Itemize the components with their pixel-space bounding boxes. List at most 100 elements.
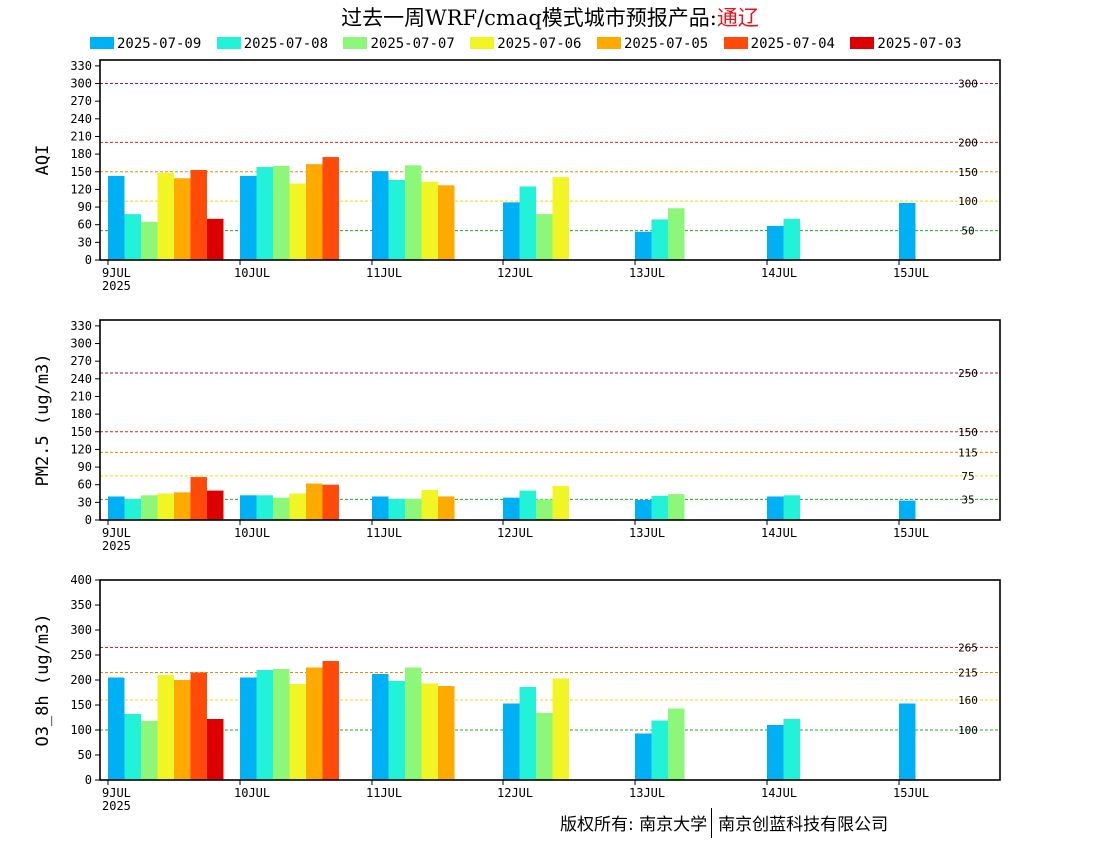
x-year-label: 2025 xyxy=(102,799,131,813)
y-tick-label: 330 xyxy=(70,319,92,333)
threshold-label: 150 xyxy=(958,166,978,179)
x-year-label: 2025 xyxy=(102,539,131,553)
bar xyxy=(322,661,339,780)
legend-item: 2025-07-08 xyxy=(216,36,328,52)
y-axis-label: AQI xyxy=(33,145,53,176)
threshold-label: 50 xyxy=(961,225,974,238)
title-city: 通辽 xyxy=(716,6,759,30)
bar xyxy=(306,667,323,780)
x-tick-label: 10JUL xyxy=(234,786,270,800)
threshold-label: 265 xyxy=(958,642,978,655)
y-tick-label: 150 xyxy=(70,698,92,712)
x-tick-label: 13JUL xyxy=(629,266,665,280)
x-tick-label: 12JUL xyxy=(497,266,533,280)
bar xyxy=(207,218,224,260)
chart-panel-1: 300 200 150 100 50 0 30 60 90 120 150 180 210 240 270 3… xyxy=(33,59,1001,293)
bar xyxy=(273,165,290,260)
bar xyxy=(668,708,685,780)
y-tick-label: 50 xyxy=(78,748,92,762)
y-tick-label: 60 xyxy=(78,218,92,232)
y-tick-label: 240 xyxy=(70,372,92,386)
bar xyxy=(767,496,784,520)
bar xyxy=(519,186,536,260)
bar xyxy=(240,175,257,260)
bar xyxy=(899,500,916,520)
bar xyxy=(668,208,685,260)
bar xyxy=(552,678,569,780)
x-tick-label: 12JUL xyxy=(497,786,533,800)
threshold-label: 75 xyxy=(961,470,974,483)
copyright: 版权所有: 南京大学 南京创蓝科技有限公司 xyxy=(560,808,888,838)
bar xyxy=(157,675,174,780)
bar xyxy=(108,677,125,780)
threshold-label: 150 xyxy=(958,426,978,439)
bar xyxy=(767,725,784,780)
bar xyxy=(503,703,520,780)
y-tick-label: 210 xyxy=(70,389,92,403)
bar xyxy=(190,170,207,260)
y-tick-label: 90 xyxy=(78,200,92,214)
x-tick-label: 11JUL xyxy=(366,266,402,280)
chart-panel-2: 250 150 115 75 35 0 30 60 90 120 150 180 210 240 270 30… xyxy=(33,319,1001,553)
legend-item: 2025-07-06 xyxy=(470,36,582,52)
threshold-label: 100 xyxy=(958,724,978,737)
bar xyxy=(372,674,389,780)
legend-item: 2025-07-03 xyxy=(850,36,962,52)
bar xyxy=(519,687,536,780)
legend-swatch xyxy=(850,37,875,49)
y-tick-label: 180 xyxy=(70,147,92,161)
bar xyxy=(174,680,191,780)
bar xyxy=(503,497,520,520)
x-tick-label: 10JUL xyxy=(234,526,270,540)
bar xyxy=(421,181,438,260)
bar xyxy=(256,167,273,260)
bar xyxy=(635,231,652,260)
y-tick-label: 270 xyxy=(70,354,92,368)
y-tick-label: 60 xyxy=(78,478,92,492)
bar xyxy=(783,218,800,260)
bar xyxy=(503,202,520,260)
bar xyxy=(899,202,916,260)
bar xyxy=(668,494,685,520)
x-tick-label: 11JUL xyxy=(366,526,402,540)
threshold-label: 100 xyxy=(958,195,978,208)
y-axis-label: O3_8h (ug/m3) xyxy=(33,613,53,746)
bar xyxy=(536,499,553,520)
x-tick-label: 11JUL xyxy=(366,786,402,800)
bar xyxy=(552,177,569,260)
bar xyxy=(306,483,323,520)
x-tick-label: 14JUL xyxy=(761,526,797,540)
bar xyxy=(388,681,405,780)
y-tick-label: 350 xyxy=(70,598,92,612)
bar xyxy=(438,185,455,260)
legend-label: 2025-07-06 xyxy=(497,36,582,52)
x-tick-label: 9JUL xyxy=(102,266,131,280)
y-tick-label: 300 xyxy=(70,77,92,91)
y-tick-label: 120 xyxy=(70,442,92,456)
legend-swatch xyxy=(343,37,368,49)
bar xyxy=(273,497,290,520)
bar xyxy=(174,492,191,520)
bar xyxy=(190,672,207,780)
bar xyxy=(190,477,207,520)
bar xyxy=(322,484,339,520)
bar xyxy=(174,178,191,260)
bar xyxy=(273,669,290,780)
y-tick-label: 120 xyxy=(70,182,92,196)
y-tick-label: 100 xyxy=(70,723,92,737)
y-tick-label: 400 xyxy=(70,573,92,587)
bar xyxy=(240,495,257,520)
bar xyxy=(306,164,323,260)
bar xyxy=(421,490,438,520)
bar xyxy=(635,733,652,780)
bar xyxy=(322,157,339,260)
y-tick-label: 0 xyxy=(85,253,92,267)
x-tick-label: 12JUL xyxy=(497,526,533,540)
y-tick-label: 90 xyxy=(78,460,92,474)
y-tick-label: 150 xyxy=(70,425,92,439)
x-tick-label: 15JUL xyxy=(893,786,929,800)
bar xyxy=(256,670,273,780)
y-tick-label: 0 xyxy=(85,513,92,527)
bar xyxy=(651,720,668,780)
